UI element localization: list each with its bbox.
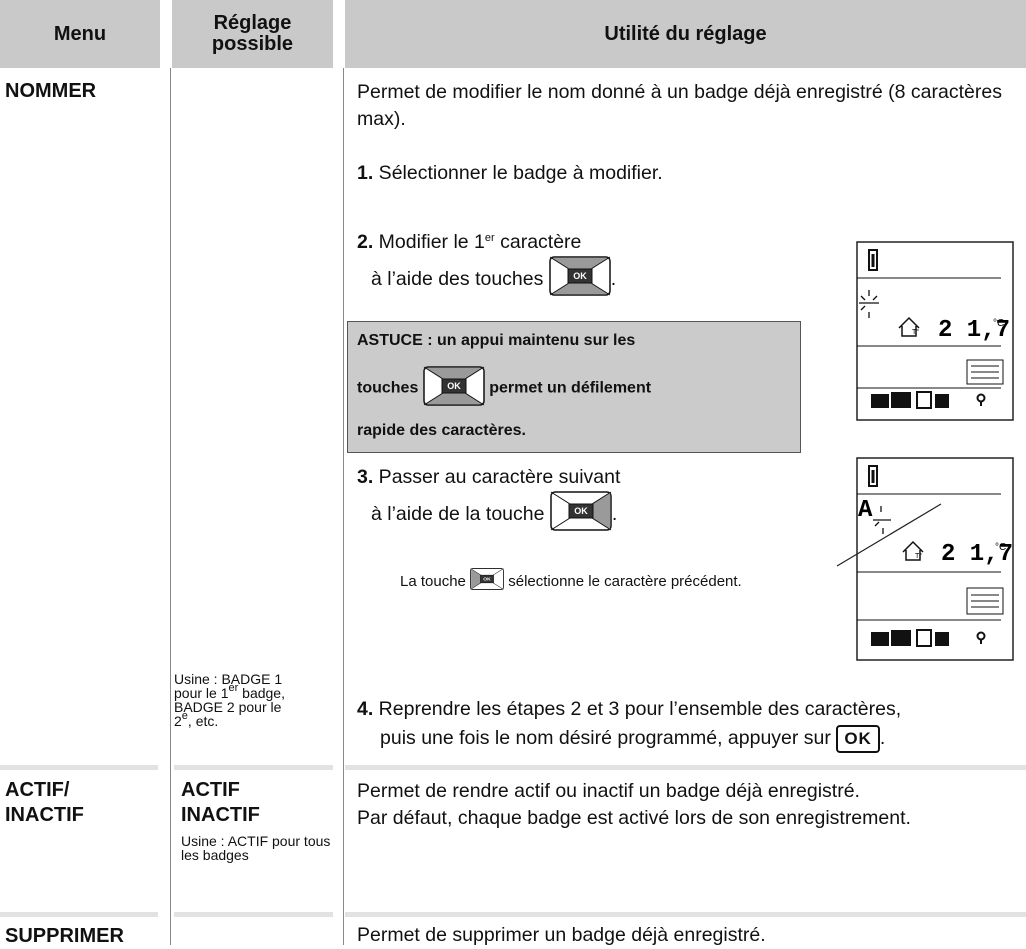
header-setting: Réglage possible: [172, 0, 333, 68]
row-separator: [345, 765, 1026, 770]
column-divider: [170, 68, 171, 945]
paragraph-line: Par défaut, chaque badge est activé lors…: [357, 807, 911, 829]
menu-label: ACTIF/INACTIF: [5, 778, 84, 828]
ok-key-icon: OK: [549, 256, 611, 304]
step-text: Sélectionner le badge à modifier.: [373, 162, 663, 184]
step: 1. Sélectionner le badge à modifier.: [357, 160, 663, 187]
note-text: BADGE 2 pour le: [174, 699, 282, 715]
ok-key-icon: OK: [470, 566, 504, 598]
lcd-unit: °C: [995, 542, 1006, 553]
header-text: Réglage: [213, 12, 292, 34]
lcd-temp: 2 1,7: [941, 541, 1013, 568]
setting-text: INACTIF: [181, 804, 260, 826]
tip-text: touches: [357, 379, 419, 397]
paragraph: Permet de supprimer un badge déjà enregi…: [357, 924, 766, 946]
step-text: Passer au caractère suivant: [373, 466, 621, 488]
row-separator: [0, 912, 158, 917]
superscript: er: [484, 232, 495, 244]
ok-key: OK: [836, 725, 880, 753]
header-text: possible: [211, 33, 294, 55]
setting-note: Usine : BADGE 1 pour le 1er badge, BADGE…: [174, 672, 285, 728]
tip-text: ASTUCE : un appui maintenu sur les: [357, 332, 636, 349]
step-text: Modifier le 1: [373, 231, 485, 253]
lcd-text: T°: [915, 552, 922, 560]
superscript: er: [228, 682, 239, 694]
note-text: pour le 1: [174, 685, 229, 701]
row-separator: [174, 765, 333, 770]
ok-key-icon: OK: [550, 491, 612, 539]
tip-text: rapide des caractères.: [357, 422, 526, 439]
note-text: La touche: [400, 572, 466, 590]
tip-line: touches OK permet un défilement: [357, 366, 651, 411]
leader-line: [836, 503, 942, 567]
setting-options: ACTIF INACTIF: [181, 778, 260, 828]
lcd-letter: A: [858, 497, 873, 524]
punct: .: [611, 503, 618, 526]
note-text: Usine : BADGE 1: [174, 671, 283, 687]
note-text: sélectionne le caractère précédent.: [508, 572, 742, 590]
menu-text: INACTIF: [5, 804, 84, 826]
step-text: Reprendre les étapes 2 et 3 pour l’ensem…: [373, 698, 902, 720]
ok-key-text: OK: [574, 506, 588, 516]
setting-text: ACTIF: [181, 779, 240, 801]
note-text: badge,: [238, 685, 285, 701]
step-text: à l’aide des touches: [371, 268, 544, 291]
setting-note: Usine : ACTIF pour tous les badges: [181, 833, 331, 863]
step-text: à l’aide de la touche: [371, 503, 545, 526]
header-utility: Utilité du réglage: [345, 0, 1026, 68]
step: 2. Modifier le 1er caractère: [357, 229, 581, 256]
row-separator: [174, 912, 333, 917]
tip-text: permet un défilement: [489, 379, 652, 397]
note: La touche OK sélectionne le caractère pr…: [400, 566, 742, 598]
punct: .: [879, 727, 886, 750]
ok-key-icon: OK: [423, 366, 485, 411]
ok-key-graphic: OK: [549, 256, 611, 296]
menu-label: SUPPRIMER: [5, 925, 124, 947]
ok-key-text: OK: [483, 577, 491, 583]
step-line: à l’aide des touches OK.: [371, 256, 616, 304]
punct: .: [610, 268, 617, 291]
paragraph: Permet de rendre actif ou inactif un bad…: [357, 778, 911, 832]
step-number: 4.: [357, 698, 374, 720]
column-divider: [343, 68, 344, 945]
step-text: caractère: [494, 231, 582, 253]
step-number: 3.: [357, 466, 374, 488]
step-line: à l’aide de la touche OK.: [371, 491, 617, 539]
step-line: puis une fois le nom désiré programmé, a…: [380, 725, 885, 753]
note-text: , etc.: [187, 713, 219, 729]
lcd-unit: °C: [993, 318, 1004, 329]
header-text: Utilité du réglage: [604, 22, 767, 45]
header-menu: Menu: [0, 0, 160, 68]
lcd-text: T°: [912, 328, 919, 336]
superscript: e: [181, 710, 188, 722]
paragraph-line: Permet de rendre actif ou inactif un bad…: [357, 780, 860, 802]
tip-box: ASTUCE : un appui maintenu sur les touch…: [347, 321, 801, 453]
ok-key-text: OK: [447, 381, 461, 391]
step-number: 1.: [357, 162, 374, 184]
lcd-display: T° 2 1,7 °C: [856, 241, 1014, 421]
step: 3. Passer au caractère suivant: [357, 464, 620, 491]
ok-key-text: OK: [573, 271, 587, 281]
ok-key-graphic: OK: [550, 491, 612, 531]
step: 4. Reprendre les étapes 2 et 3 pour l’en…: [357, 696, 901, 723]
menu-label: NOMMER: [5, 80, 97, 102]
lcd-display: A T° 2 1,7 °C: [856, 457, 1014, 661]
ok-key-graphic: OK: [470, 568, 504, 590]
lcd-temp: 2 1,7: [938, 317, 1010, 344]
header-text: Menu: [53, 22, 107, 45]
step-text: puis une fois le nom désiré programmé, a…: [380, 727, 831, 750]
row-separator: [0, 765, 158, 770]
note-text: 2: [174, 713, 182, 729]
step-number: 2.: [357, 231, 374, 253]
paragraph: Permet de modifier le nom donné à un bad…: [357, 81, 1002, 130]
menu-text: ACTIF/: [5, 779, 70, 801]
ok-key-graphic: OK: [423, 366, 485, 406]
row-separator: [345, 912, 1026, 917]
